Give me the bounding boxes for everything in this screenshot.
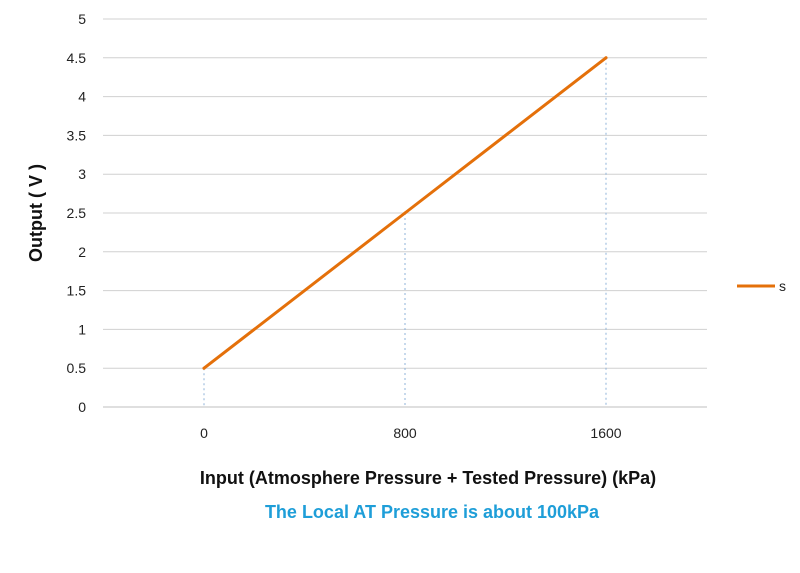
y-tick-label: 4.5 (67, 50, 87, 66)
data-point (403, 211, 407, 215)
legend-label: s (779, 278, 786, 294)
y-tick-label: 4 (78, 89, 86, 105)
series-layer (202, 56, 608, 370)
x-tick-labels: 0 800 1600 (200, 425, 622, 441)
y-tick-label: 1.5 (67, 283, 87, 299)
y-tick-label: 3.5 (67, 127, 87, 143)
x-tick-label: 800 (393, 425, 417, 441)
y-tick-labels: 0 0.5 1 1.5 2 2.5 3 3.5 4 4.5 5 (67, 11, 87, 415)
y-tick-label: 1 (78, 321, 86, 337)
y-tick-label: 2 (78, 244, 86, 260)
drop-lines (203, 57, 607, 407)
y-tick-label: 3 (78, 166, 86, 182)
x-axis-title: Input (Atmosphere Pressure + Tested Pres… (200, 468, 656, 488)
x-tick-label: 0 (200, 425, 208, 441)
data-point (202, 366, 206, 370)
y-axis-title: Output ( V ) (26, 164, 46, 262)
x-tick-label: 1600 (590, 425, 621, 441)
y-tick-label: 5 (78, 11, 86, 27)
y-tick-label: 2.5 (67, 205, 87, 221)
legend: s (737, 278, 786, 294)
annotation-note: The Local AT Pressure is about 100kPa (265, 502, 600, 522)
data-point (604, 56, 608, 60)
gridlines (103, 18, 707, 369)
y-tick-label: 0 (78, 399, 86, 415)
y-tick-label: 0.5 (67, 360, 87, 376)
